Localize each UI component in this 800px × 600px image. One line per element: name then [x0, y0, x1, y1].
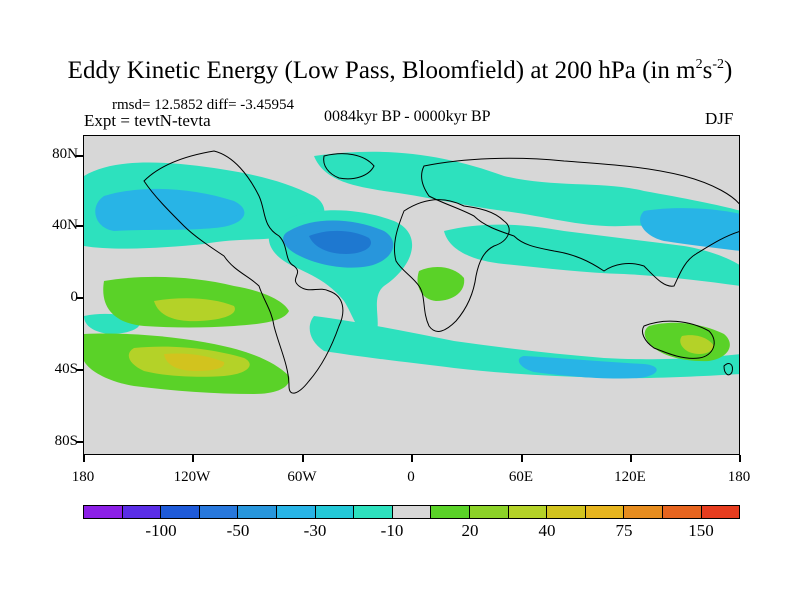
title-superscript-2: -2: [712, 57, 724, 72]
colorbar-swatch: [547, 506, 586, 518]
map-field: [84, 150, 739, 394]
lon-label-120w: 120W: [173, 469, 211, 485]
lon-label-120e: 120E: [614, 469, 646, 485]
colorbar-swatch: [122, 506, 162, 518]
colorbar-swatch: [662, 506, 702, 518]
lon-tick: [83, 455, 85, 462]
lon-label-60e: 60E: [508, 469, 534, 485]
colorbar-swatch: [392, 506, 432, 518]
period-label: 0084kyr BP - 0000kyr BP: [324, 108, 491, 125]
colorbar-swatch: [585, 506, 625, 518]
colorbar-swatch: [431, 506, 470, 518]
colorbar-swatch: [238, 506, 277, 518]
colorbar-swatch: [469, 506, 509, 518]
colorbar-swatch: [161, 506, 200, 518]
map-plot: [83, 135, 740, 455]
lon-tick: [411, 455, 413, 462]
contour-pos-south-pacific-max: [164, 353, 225, 371]
lon-tick: [192, 455, 194, 462]
lat-label-80s: 80S: [54, 433, 78, 449]
experiment-label: Expt = tevtN-tevta: [84, 111, 211, 130]
colorbar-label: 40: [538, 521, 556, 540]
lon-label-180w: 180: [71, 469, 95, 485]
contour-neg-southern-band: [309, 316, 739, 379]
colorbar-label: 75: [615, 521, 633, 540]
title-unit-s: s: [702, 57, 713, 84]
colorbar-swatch: [354, 506, 393, 518]
colorbar-label: -100: [145, 521, 177, 540]
lon-tick: [521, 455, 523, 462]
colorbar-swatch: [199, 506, 239, 518]
contour-pos-africa: [417, 266, 465, 301]
lat-tick: [76, 369, 83, 371]
contour-pos-australia-core: [680, 335, 714, 354]
lat-tick: [76, 155, 83, 157]
colorbar-label: -30: [303, 521, 327, 540]
title-text: Eddy Kinetic Energy (Low Pass, Bloomfiel…: [67, 57, 696, 84]
colorbar-swatch: [624, 506, 663, 518]
colorbar-label: -10: [380, 521, 404, 540]
lat-label-80n: 80N: [52, 146, 78, 162]
coastlines: [143, 150, 739, 394]
lon-tick: [302, 455, 304, 462]
lat-tick: [76, 225, 83, 227]
lon-label-180e: 180: [727, 469, 751, 485]
contour-neg-atlantic-max: [309, 230, 372, 254]
stats-label: rmsd= 12.5852 diff= -3.45954: [112, 97, 295, 113]
contour-pos-tropical-pacific-core: [154, 298, 235, 322]
contour-neg-asia: [444, 224, 739, 286]
lat-tick: [76, 441, 83, 443]
lon-tick: [739, 455, 741, 462]
colorbar-swatch: [84, 506, 123, 518]
lon-label-60w: 60W: [287, 469, 317, 485]
colorbar-label: 150: [688, 521, 714, 540]
season-label: DJF: [705, 109, 734, 128]
contour-neg-indian-ocean: [518, 356, 657, 379]
lat-label-40n: 40N: [52, 217, 78, 233]
colorbar-swatch: [315, 506, 355, 518]
title-close: ): [724, 57, 733, 84]
lat-label-40s: 40S: [54, 361, 78, 377]
colorbar-label: -50: [226, 521, 250, 540]
contour-neg-polar-band: [314, 151, 739, 236]
lat-tick: [76, 297, 83, 299]
lat-label-0: 0: [70, 289, 79, 305]
contour-neg-north-pacific-core: [95, 188, 245, 231]
colorbar-swatch: [508, 506, 548, 518]
title-superscript-1: 2: [695, 57, 703, 72]
colorbar-swatch: [276, 506, 316, 518]
colorbar-label: 20: [461, 521, 479, 540]
lon-label-0: 0: [407, 469, 415, 485]
colorbar: [83, 505, 740, 519]
contour-neg-east-asia: [640, 208, 739, 251]
colorbar-swatch: [701, 506, 740, 518]
lon-tick: [630, 455, 632, 462]
chart-title: Eddy Kinetic Energy (Low Pass, Bloomfiel…: [0, 56, 800, 86]
